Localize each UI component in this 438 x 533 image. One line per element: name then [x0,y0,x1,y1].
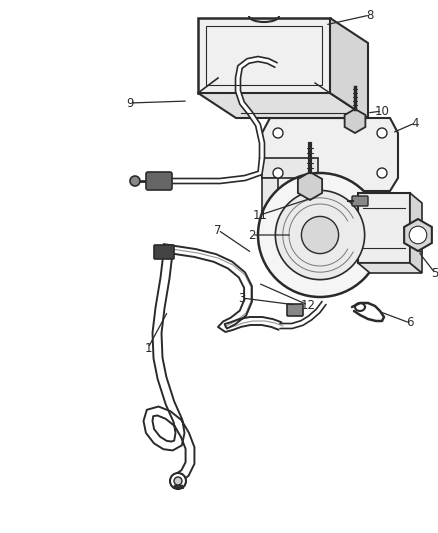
Text: 1: 1 [144,342,152,354]
Circle shape [258,173,381,297]
Text: 9: 9 [126,96,134,109]
Polygon shape [261,178,277,233]
Text: 6: 6 [405,317,413,329]
Text: 7: 7 [214,223,221,237]
Text: 4: 4 [410,117,418,130]
Polygon shape [162,244,281,332]
Polygon shape [143,253,194,482]
Polygon shape [344,109,364,133]
Circle shape [275,190,364,280]
Text: 11: 11 [252,208,267,222]
Circle shape [301,216,338,254]
Text: 10: 10 [374,104,389,117]
Text: 2: 2 [247,229,255,241]
FancyBboxPatch shape [154,245,173,259]
Polygon shape [329,18,367,118]
Polygon shape [409,228,421,253]
Polygon shape [357,263,421,273]
Text: 12: 12 [300,298,315,311]
Circle shape [408,226,426,244]
Polygon shape [357,193,409,263]
FancyBboxPatch shape [146,172,172,190]
FancyBboxPatch shape [351,196,367,206]
Text: 8: 8 [365,9,373,21]
Polygon shape [297,172,321,200]
Polygon shape [235,56,276,158]
Circle shape [170,473,186,489]
Circle shape [272,128,283,138]
Circle shape [272,168,283,178]
Circle shape [376,168,386,178]
Polygon shape [279,302,325,328]
FancyBboxPatch shape [286,304,302,316]
Polygon shape [409,193,421,273]
Circle shape [376,128,386,138]
Text: 5: 5 [430,266,438,279]
Polygon shape [198,18,329,93]
Polygon shape [403,219,431,251]
Polygon shape [170,158,264,183]
Polygon shape [261,118,397,191]
Text: 3: 3 [238,292,245,304]
Polygon shape [261,158,317,178]
Circle shape [173,477,182,485]
Polygon shape [198,93,367,118]
Circle shape [130,176,140,186]
